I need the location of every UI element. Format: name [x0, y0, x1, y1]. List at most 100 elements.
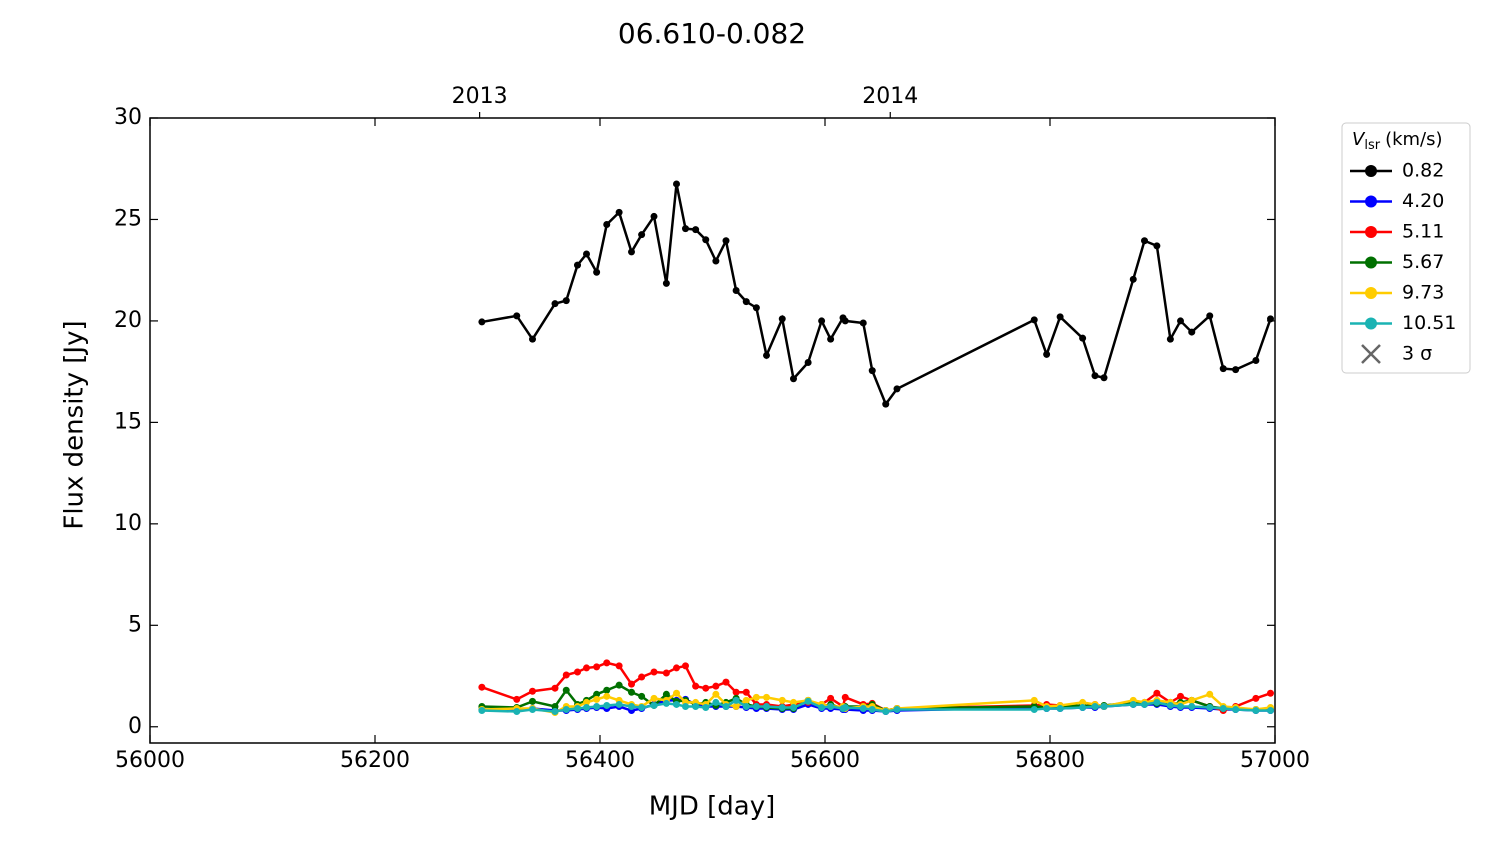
data-point	[1030, 696, 1038, 704]
data-point	[615, 208, 623, 216]
data-point	[603, 659, 611, 667]
legend-marker	[1365, 226, 1377, 238]
series-line	[481, 691, 1271, 714]
data-point	[615, 662, 623, 670]
data-point	[628, 680, 635, 688]
x-tick-label: 56800	[1015, 748, 1085, 773]
legend-box	[1341, 122, 1471, 374]
data-point	[722, 678, 730, 686]
data-point	[1252, 694, 1260, 702]
data-point	[551, 300, 559, 308]
data-point	[818, 703, 826, 711]
y-tick-label: 30	[114, 105, 142, 130]
data-point	[882, 400, 890, 408]
data-point	[1219, 365, 1227, 373]
data-point	[551, 684, 559, 692]
data-point	[673, 180, 680, 188]
x-tick-label: 56600	[790, 748, 860, 773]
data-point	[650, 694, 658, 702]
legend-title: Vlsr (km/s)	[1352, 129, 1443, 153]
data-point	[529, 697, 536, 705]
data-point	[1153, 689, 1161, 697]
legend-label: 3 σ	[1402, 343, 1432, 365]
data-point	[638, 692, 646, 700]
data-point	[628, 688, 635, 696]
x-tick-label: 56200	[340, 748, 410, 773]
data-point	[603, 221, 611, 229]
data-point	[1252, 356, 1260, 364]
data-point	[1206, 690, 1214, 698]
data-point	[682, 702, 689, 710]
data-point	[893, 385, 901, 393]
data-point	[1079, 334, 1087, 342]
data-point	[638, 673, 646, 681]
data-point	[722, 237, 730, 245]
legend-marker	[1365, 256, 1377, 269]
data-point	[513, 708, 521, 716]
data-point	[790, 703, 797, 711]
legend-marker	[1365, 317, 1377, 330]
legend-label: 0.82	[1402, 160, 1444, 182]
data-point	[752, 693, 760, 701]
data-point	[593, 663, 601, 671]
data-point	[827, 335, 835, 343]
data-point	[682, 225, 689, 233]
data-point	[529, 706, 536, 714]
data-point	[615, 700, 623, 708]
data-point	[1129, 275, 1137, 283]
data-point	[702, 703, 710, 711]
data-point	[593, 702, 601, 710]
data-point	[827, 694, 835, 702]
data-point	[712, 698, 720, 706]
chart-title: 06.610-0.082	[618, 17, 806, 50]
data-point	[1030, 316, 1038, 324]
data-point	[615, 681, 623, 689]
data-point	[1252, 707, 1260, 715]
legend-label: 5.11	[1402, 221, 1444, 243]
data-point	[1166, 335, 1174, 343]
x-tick-label: 56000	[115, 748, 185, 773]
data-point	[1267, 689, 1274, 697]
legend-marker	[1361, 344, 1381, 364]
data-point	[662, 690, 670, 698]
data-point	[638, 231, 646, 239]
data-point	[702, 236, 710, 244]
data-point	[841, 703, 849, 711]
data-point	[603, 686, 611, 694]
data-point	[574, 668, 581, 676]
x2-tick-label: 2014	[862, 84, 918, 109]
data-point	[650, 212, 658, 220]
data-point	[593, 690, 601, 698]
x2-tick-label: 2013	[452, 84, 508, 109]
data-point	[662, 669, 670, 677]
data-point	[712, 257, 720, 265]
data-point	[682, 662, 689, 670]
data-point	[804, 697, 812, 705]
data-point	[868, 706, 876, 714]
data-point	[692, 226, 700, 234]
data-point	[742, 688, 750, 696]
data-point	[562, 297, 570, 305]
legend-label: 9.73	[1402, 282, 1444, 304]
legend-label: 4.20	[1402, 190, 1444, 212]
data-point	[513, 312, 521, 320]
data-point	[778, 696, 786, 704]
data-point	[1153, 698, 1161, 706]
data-point	[1232, 706, 1240, 714]
data-point	[1141, 237, 1148, 245]
data-point	[1091, 702, 1099, 710]
data-point	[1188, 696, 1196, 704]
data-point	[583, 698, 590, 706]
data-point	[841, 693, 849, 701]
data-point	[650, 701, 658, 709]
data-point	[732, 702, 740, 710]
series-line	[481, 698, 1271, 713]
plot-area	[478, 180, 1274, 717]
data-point	[574, 705, 581, 713]
data-point	[712, 690, 720, 698]
data-point	[1043, 705, 1051, 713]
y-tick-label: 10	[114, 511, 142, 536]
x-tick-label: 56400	[565, 748, 635, 773]
series-line	[481, 183, 1272, 407]
data-point	[763, 693, 770, 701]
